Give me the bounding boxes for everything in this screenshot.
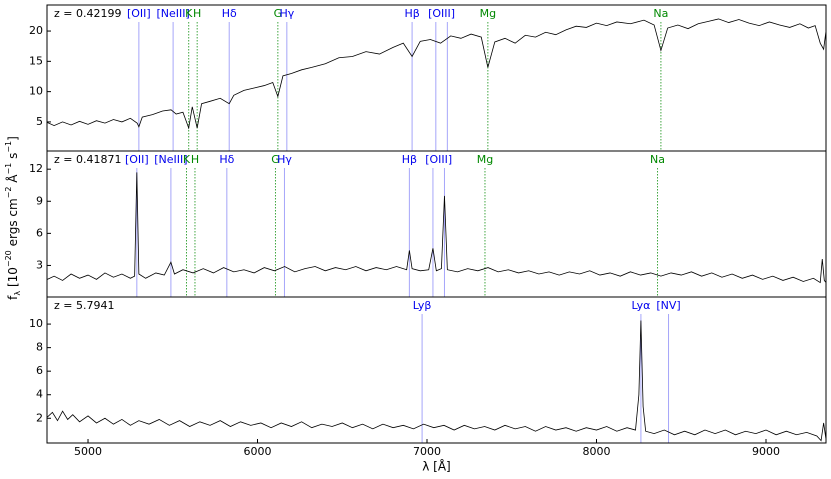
line-label: K — [183, 153, 191, 166]
line-label: Mg — [480, 7, 496, 20]
redshift-label: z = 5.7941 — [54, 299, 114, 312]
line-label: Hβ — [402, 153, 417, 166]
panel: [OII] [NeIII]K H Hδ GHγ Hβ [OIII] Mg Na 5 10 15 20 z … — [29, 4, 827, 152]
y-tick-label: 10 — [29, 317, 43, 330]
x-tick-label: 5000 — [74, 445, 102, 458]
y-tick-label: 12 — [29, 162, 43, 175]
panel: Lyβ Lyα [NV] 2 4 6 8 10 5000 6000 7000 8000 9000 z = … — [29, 296, 827, 474]
y-tick-label: 20 — [29, 24, 43, 37]
line-label: [OIII] — [425, 153, 452, 166]
line-label: Hδ — [222, 7, 237, 20]
line-label: K — [185, 7, 193, 20]
panel-frame — [46, 296, 827, 444]
line-label: Hβ — [404, 7, 419, 20]
y-axis-label-part: ] — [6, 136, 20, 141]
x-tick-label: 7000 — [413, 445, 441, 458]
y-tick-label: 2 — [36, 411, 43, 424]
y-tick-label: 3 — [36, 258, 43, 271]
y-tick-label: 4 — [36, 388, 43, 401]
line-label: H — [193, 7, 201, 20]
y-axis-label-part: −1 — [4, 141, 13, 153]
redshift-label: z = 0.42199 — [54, 7, 121, 20]
panel: [OII] [NeIII]K H Hδ GHγ Hβ [OIII] Mg Na 3 6 9 12 z = … — [4, 136, 827, 300]
y-tick-label: 5 — [36, 115, 43, 128]
y-axis-label-part: −2 — [4, 187, 13, 199]
x-tick-label: 9000 — [752, 445, 780, 458]
line-label: Na — [650, 153, 665, 166]
y-axis-label-part: f — [6, 295, 20, 300]
line-label: Na — [653, 7, 668, 20]
line-label: [OIII] — [428, 7, 455, 20]
y-tick-label: 10 — [29, 85, 43, 98]
y-tick-label: 15 — [29, 54, 43, 67]
line-label: Mg — [477, 153, 493, 166]
line-label: Hγ — [279, 7, 294, 20]
line-label: [NeIII] — [156, 7, 189, 20]
redshift-label: z = 0.41871 — [54, 153, 121, 166]
line-label: Hδ — [219, 153, 234, 166]
y-axis-label-part: −1 — [4, 163, 13, 175]
x-tick-label: 8000 — [583, 445, 611, 458]
y-axis-label-part: [10 — [6, 267, 20, 291]
line-label: H — [191, 153, 199, 166]
y-tick-label: 9 — [36, 194, 43, 207]
x-tick-label: 6000 — [244, 445, 272, 458]
line-label: G — [271, 153, 280, 166]
y-tick-label: 8 — [36, 341, 43, 354]
line-label: [NV] — [656, 299, 680, 312]
line-label: Lyα — [631, 299, 650, 312]
spectrum — [47, 18, 827, 130]
y-axis-label-part: s — [6, 153, 20, 163]
spectrum — [47, 320, 827, 442]
y-tick-label: 6 — [36, 226, 43, 239]
y-axis-label-part: ergs cm — [6, 198, 20, 250]
line-label: G — [274, 7, 283, 20]
line-label: Hγ — [277, 153, 292, 166]
y-axis-label: fλ [10−20 ergs cm−2 Å−1 s−1] — [4, 136, 22, 300]
y-axis-label-part: Å — [5, 174, 20, 187]
y-axis-label-part: λ — [13, 291, 22, 296]
y-axis-label-part: −20 — [4, 250, 13, 267]
x-axis-label: λ [Å] — [422, 459, 451, 474]
panel-frame — [46, 4, 827, 152]
line-label: [NeIII] — [154, 153, 187, 166]
line-label: [OII] — [125, 153, 149, 166]
y-tick-label: 6 — [36, 364, 43, 377]
spectrum — [47, 172, 827, 284]
line-label: [OII] — [127, 7, 151, 20]
line-label: Lyβ — [413, 299, 432, 312]
